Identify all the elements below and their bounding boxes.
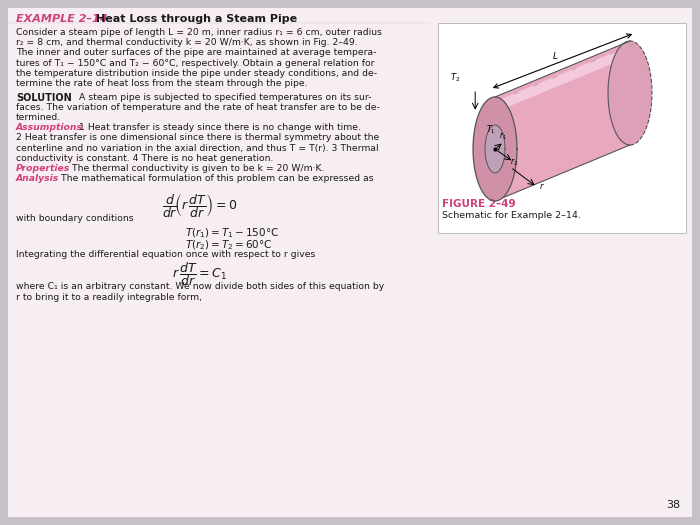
Bar xyxy=(438,23,686,233)
Text: centerline and no variation in the axial direction, and thus T = T(r). 3 Thermal: centerline and no variation in the axial… xyxy=(16,144,379,153)
Polygon shape xyxy=(608,41,652,145)
Text: $r$: $r$ xyxy=(539,181,545,191)
Polygon shape xyxy=(495,41,652,201)
Text: Consider a steam pipe of length L = 20 m, inner radius r₁ = 6 cm, outer radius: Consider a steam pipe of length L = 20 m… xyxy=(16,28,382,37)
Text: the temperature distribution inside the pipe under steady conditions, and de-: the temperature distribution inside the … xyxy=(16,69,377,78)
Text: $T_1$: $T_1$ xyxy=(486,124,496,136)
Text: SOLUTION: SOLUTION xyxy=(16,93,71,103)
Polygon shape xyxy=(482,41,643,107)
Text: $r_2$: $r_2$ xyxy=(510,157,518,169)
Text: with boundary conditions: with boundary conditions xyxy=(16,215,134,224)
Text: EXAMPLE 2–14: EXAMPLE 2–14 xyxy=(16,14,108,24)
Text: $T(r_1) = T_1 - 150°\mathrm{C}$: $T(r_1) = T_1 - 150°\mathrm{C}$ xyxy=(185,226,279,240)
Text: Properties: Properties xyxy=(16,164,70,173)
Text: $T_2$: $T_2$ xyxy=(450,72,461,85)
Text: 2 Heat transfer is one dimensional since there is thermal symmetry about the: 2 Heat transfer is one dimensional since… xyxy=(16,133,379,142)
Text: A steam pipe is subjected to specified temperatures on its sur-: A steam pipe is subjected to specified t… xyxy=(73,93,372,102)
Text: faces. The variation of temperature and the rate of heat transfer are to be de-: faces. The variation of temperature and … xyxy=(16,103,380,112)
Polygon shape xyxy=(473,97,517,201)
Text: $\dfrac{d}{dr}\!\left(r\,\dfrac{dT}{dr}\right) = 0$: $\dfrac{d}{dr}\!\left(r\,\dfrac{dT}{dr}\… xyxy=(162,193,238,220)
Text: $r\,\dfrac{dT}{dr} = C_1$: $r\,\dfrac{dT}{dr} = C_1$ xyxy=(172,260,228,288)
Text: tures of T₁ − 150°C and T₂ − 60°C, respectively. Obtain a general relation for: tures of T₁ − 150°C and T₂ − 60°C, respe… xyxy=(16,59,375,68)
Text: 1 Heat transfer is steady since there is no change with time.: 1 Heat transfer is steady since there is… xyxy=(73,123,361,132)
Text: $T(r_2) = T_2 = 60°\mathrm{C}$: $T(r_2) = T_2 = 60°\mathrm{C}$ xyxy=(185,238,272,252)
Text: FIGURE 2–49: FIGURE 2–49 xyxy=(442,199,516,209)
Text: The inner and outer surfaces of the pipe are maintained at average tempera-: The inner and outer surfaces of the pipe… xyxy=(16,48,377,57)
Text: Heat Loss through a Steam Pipe: Heat Loss through a Steam Pipe xyxy=(96,14,297,24)
Text: termine the rate of heat loss from the steam through the pipe.: termine the rate of heat loss from the s… xyxy=(16,79,307,88)
Text: $r_1$: $r_1$ xyxy=(499,131,507,142)
Text: r₂ = 8 cm, and thermal conductivity k = 20 W/m·K, as shown in Fig. 2–49.: r₂ = 8 cm, and thermal conductivity k = … xyxy=(16,38,358,47)
Text: The thermal conductivity is given to be k = 20 W/m·K.: The thermal conductivity is given to be … xyxy=(66,164,324,173)
Text: Analysis: Analysis xyxy=(16,174,60,183)
Text: r to bring it to a readily integrable form,: r to bring it to a readily integrable fo… xyxy=(16,293,202,302)
Text: The mathematical formulation of this problem can be expressed as: The mathematical formulation of this pro… xyxy=(55,174,374,183)
Text: $L$: $L$ xyxy=(552,50,559,61)
Text: Integrating the differential equation once with respect to r gives: Integrating the differential equation on… xyxy=(16,250,316,259)
Text: 38: 38 xyxy=(666,500,680,510)
Text: Schematic for Example 2–14.: Schematic for Example 2–14. xyxy=(442,211,581,220)
Text: Assumptions: Assumptions xyxy=(16,123,83,132)
Text: conductivity is constant. 4 There is no heat generation.: conductivity is constant. 4 There is no … xyxy=(16,154,274,163)
Polygon shape xyxy=(485,125,505,173)
Text: where C₁ is an arbitrary constant. We now divide both sides of this equation by: where C₁ is an arbitrary constant. We no… xyxy=(16,282,384,291)
Text: termined.: termined. xyxy=(16,113,61,122)
